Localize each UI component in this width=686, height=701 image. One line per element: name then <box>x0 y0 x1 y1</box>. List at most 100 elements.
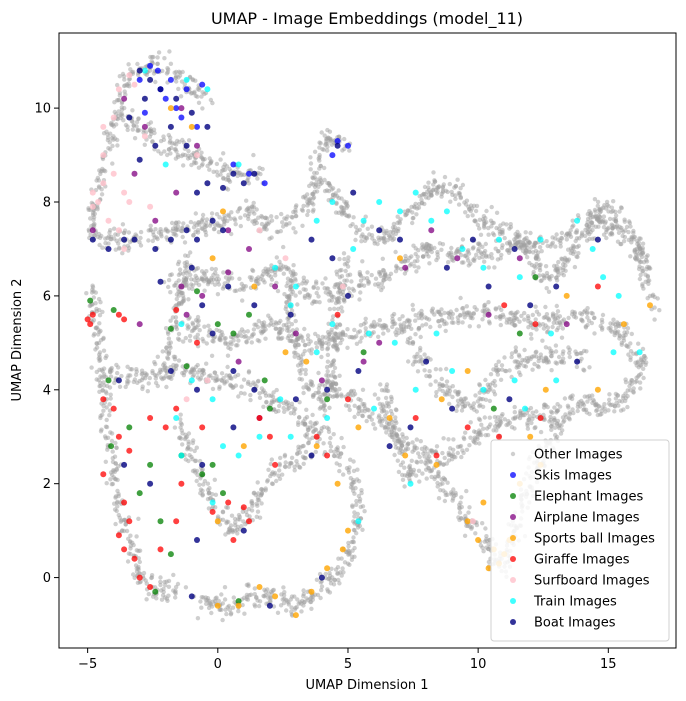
point-other-images <box>221 151 226 156</box>
point-train-images <box>235 452 242 459</box>
point-other-images <box>453 196 458 202</box>
point-other-images <box>632 248 637 253</box>
point-other-images <box>294 338 299 343</box>
point-other-images <box>617 224 622 230</box>
point-giraffe-images <box>464 424 471 431</box>
point-other-images <box>286 600 291 605</box>
point-boat-images <box>188 264 195 271</box>
point-other-images <box>174 280 179 285</box>
point-train-images <box>183 76 190 83</box>
point-other-images <box>287 221 292 226</box>
point-other-images <box>174 296 179 302</box>
point-other-images <box>525 255 530 260</box>
point-other-images <box>201 368 206 373</box>
point-other-images <box>339 392 344 397</box>
point-skis-images <box>261 180 268 187</box>
point-other-images <box>465 213 470 219</box>
point-other-images <box>459 454 464 460</box>
point-other-images <box>509 354 514 360</box>
point-other-images <box>486 300 491 305</box>
point-giraffe-images <box>246 518 252 525</box>
point-other-images <box>302 326 307 332</box>
point-other-images <box>484 545 489 550</box>
point-other-images <box>304 407 309 412</box>
point-other-images <box>557 321 563 326</box>
point-other-images <box>244 339 249 344</box>
point-other-images <box>260 166 265 172</box>
point-other-images <box>362 402 367 407</box>
point-skis-images <box>178 114 185 121</box>
point-other-images <box>213 267 218 272</box>
point-other-images <box>350 482 355 487</box>
point-other-images <box>89 365 94 370</box>
point-other-images <box>284 322 289 328</box>
point-other-images <box>397 219 402 224</box>
point-other-images <box>329 327 334 332</box>
point-other-images <box>178 417 183 422</box>
point-giraffe-images <box>147 415 154 421</box>
point-other-images <box>424 252 429 257</box>
point-other-images <box>150 370 155 376</box>
point-other-images <box>169 272 174 277</box>
point-other-images <box>175 336 181 341</box>
point-other-images <box>546 318 552 323</box>
point-sports-ball-images <box>433 461 440 468</box>
legend-marker-giraffe-images <box>510 556 516 562</box>
point-other-images <box>382 388 387 393</box>
point-other-images <box>502 235 507 241</box>
point-train-images <box>329 321 336 328</box>
point-other-images <box>269 235 274 240</box>
point-skis-images <box>154 67 161 74</box>
point-other-images <box>425 451 430 456</box>
point-other-images <box>592 197 598 202</box>
point-other-images <box>134 119 140 125</box>
point-other-images <box>101 408 106 413</box>
point-boat-images <box>199 302 206 309</box>
y-tick-label: 8 <box>43 196 51 211</box>
point-other-images <box>529 245 534 250</box>
point-other-images <box>209 211 215 216</box>
point-other-images <box>309 347 314 352</box>
point-giraffe-images <box>110 405 117 412</box>
point-sports-ball-images <box>188 123 195 130</box>
point-other-images <box>370 411 375 416</box>
point-other-images <box>354 230 359 236</box>
point-other-images <box>533 304 538 309</box>
point-other-images <box>94 309 99 314</box>
point-other-images <box>386 274 392 279</box>
legend-label-giraffe-images: Giraffe Images <box>534 553 630 568</box>
point-other-images <box>139 377 144 383</box>
point-other-images <box>403 256 408 262</box>
point-boat-images <box>574 358 581 365</box>
point-other-images <box>301 592 306 597</box>
point-other-images <box>112 136 118 141</box>
point-other-images <box>268 473 273 479</box>
point-surfboard-images <box>121 246 128 252</box>
point-other-images <box>628 357 633 363</box>
point-other-images <box>197 482 202 487</box>
point-other-images <box>337 331 343 336</box>
point-other-images <box>290 273 295 278</box>
point-other-images <box>555 418 561 424</box>
point-other-images <box>467 524 473 529</box>
point-giraffe-images <box>272 461 279 468</box>
point-other-images <box>414 269 419 274</box>
point-other-images <box>196 282 202 288</box>
point-other-images <box>391 236 397 241</box>
point-other-images <box>295 302 300 307</box>
point-other-images <box>538 429 544 435</box>
point-other-images <box>404 211 410 216</box>
point-other-images <box>200 212 206 218</box>
point-giraffe-images <box>412 415 419 421</box>
point-other-images <box>167 49 172 54</box>
point-other-images <box>477 417 483 423</box>
point-airplane-images <box>178 283 185 290</box>
point-other-images <box>211 339 216 344</box>
point-other-images <box>300 208 305 213</box>
point-other-images <box>485 432 491 438</box>
point-other-images <box>462 533 468 538</box>
point-giraffe-images <box>173 405 180 412</box>
point-other-images <box>625 326 631 331</box>
point-other-images <box>491 367 496 372</box>
point-airplane-images <box>173 189 180 196</box>
